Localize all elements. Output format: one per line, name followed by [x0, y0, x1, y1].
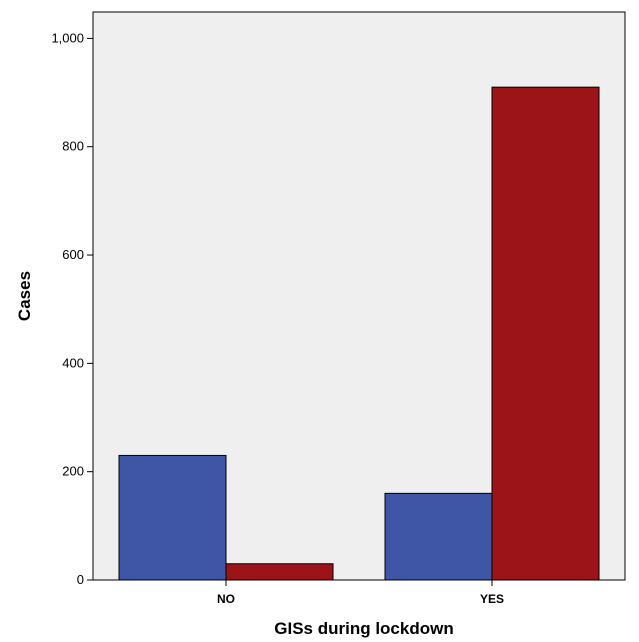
y-tick-label: 400	[62, 355, 84, 370]
y-tick-label: 1,000	[51, 30, 84, 45]
y-axis: 0 200 400 600 800 1,000	[51, 30, 93, 587]
x-axis: NO YES	[217, 580, 504, 606]
y-tick-label: 200	[62, 464, 84, 479]
y-tick-label: 800	[62, 139, 84, 154]
bar	[225, 563, 334, 581]
x-axis-title: GISs during lockdown	[274, 619, 453, 638]
y-tick-label: 600	[62, 247, 84, 262]
bar	[384, 492, 493, 581]
y-tick-label: 0	[77, 572, 84, 587]
bars-group	[118, 86, 600, 581]
y-axis-title: Cases	[15, 271, 34, 321]
x-tick-label: NO	[217, 592, 235, 606]
x-tick-label: YES	[480, 592, 504, 606]
bar	[118, 454, 227, 581]
bar	[491, 86, 600, 581]
